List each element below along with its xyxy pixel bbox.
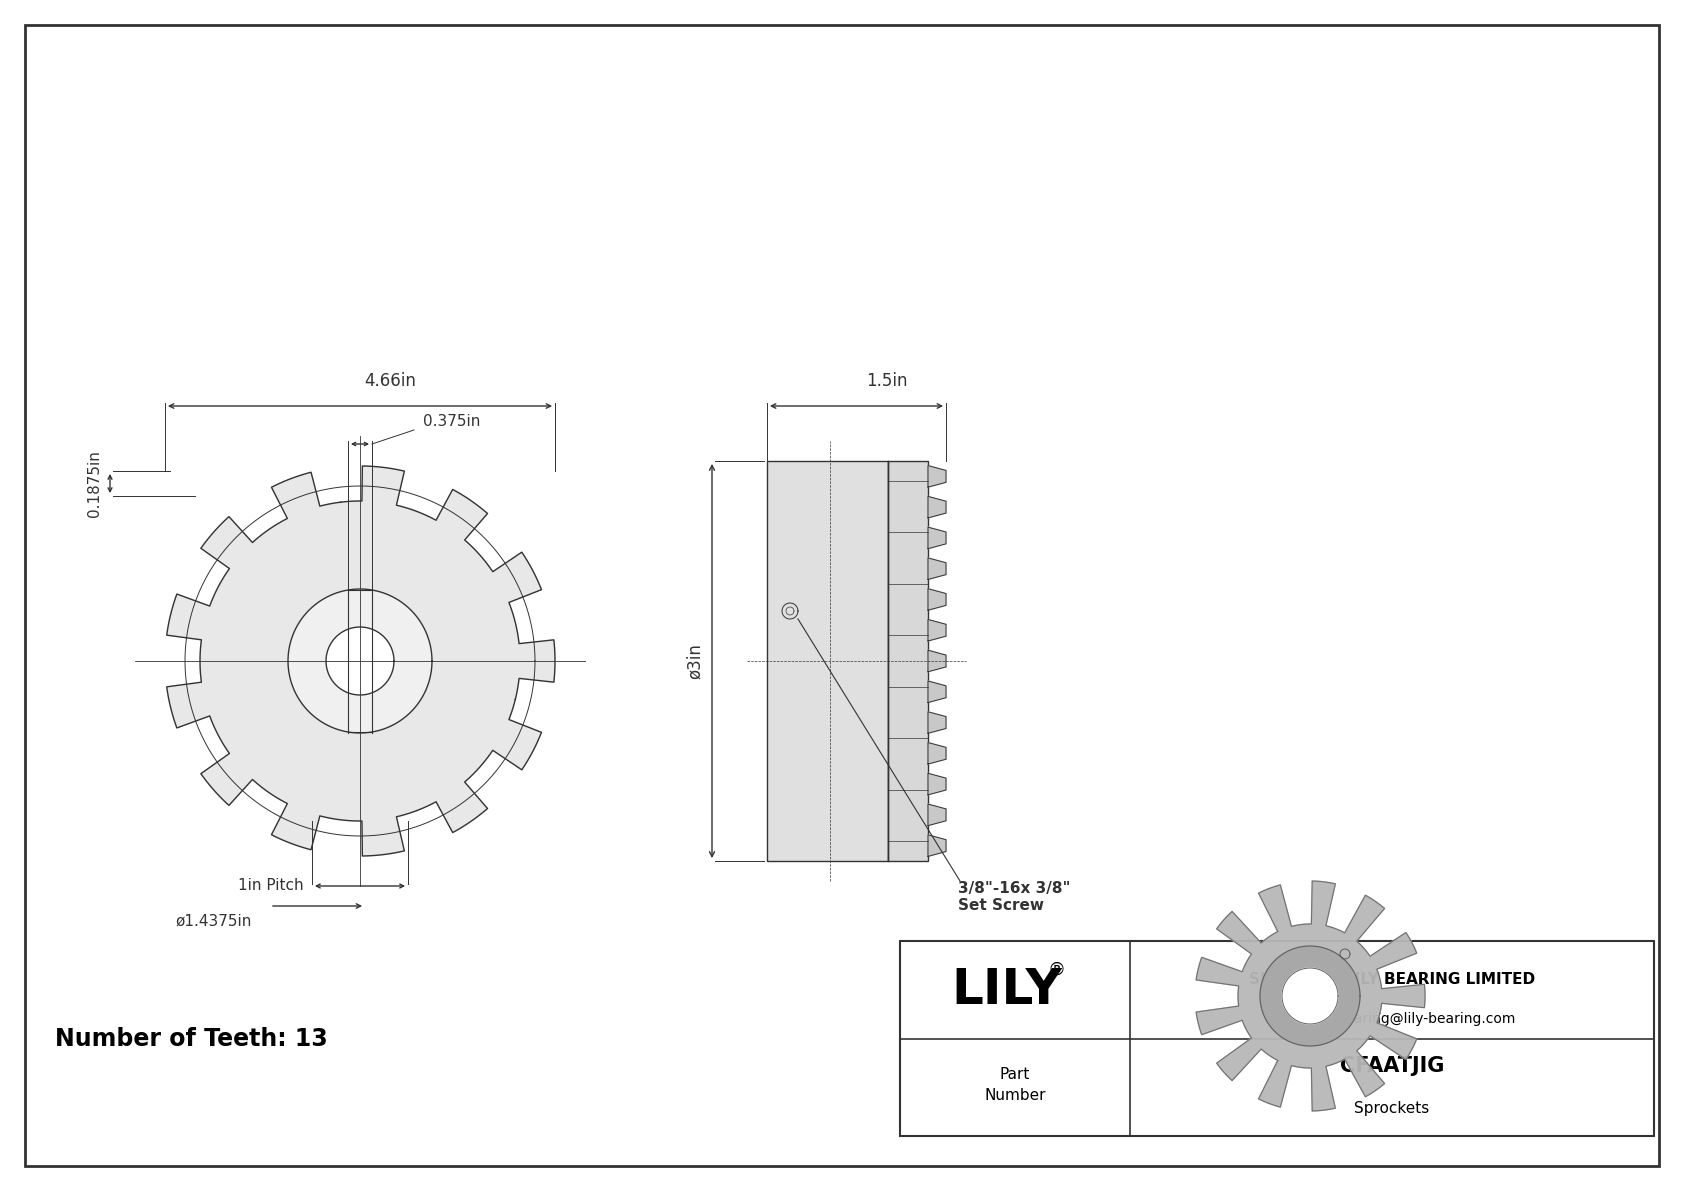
Polygon shape xyxy=(928,773,946,794)
Polygon shape xyxy=(928,557,946,580)
Polygon shape xyxy=(928,804,946,825)
Text: Email: lilybearing@lily-bearing.com: Email: lilybearing@lily-bearing.com xyxy=(1268,1012,1516,1025)
Text: ø1.4375in: ø1.4375in xyxy=(175,913,251,929)
Text: 3/8"-16x 3/8"
Set Screw: 3/8"-16x 3/8" Set Screw xyxy=(958,881,1071,913)
Polygon shape xyxy=(928,619,946,641)
Polygon shape xyxy=(928,588,946,610)
Bar xyxy=(887,461,928,861)
Text: Number of Teeth: 13: Number of Teeth: 13 xyxy=(56,1027,328,1050)
Text: 1.5in: 1.5in xyxy=(866,372,908,389)
Text: 4.66in: 4.66in xyxy=(364,372,416,389)
Polygon shape xyxy=(928,835,946,856)
Text: LILY: LILY xyxy=(951,966,1063,1014)
Polygon shape xyxy=(928,650,946,672)
Text: Sprockets: Sprockets xyxy=(1354,1102,1430,1116)
Text: ®: ® xyxy=(1047,961,1066,979)
Polygon shape xyxy=(288,590,433,732)
Polygon shape xyxy=(327,626,394,696)
Polygon shape xyxy=(928,681,946,703)
Polygon shape xyxy=(928,712,946,734)
Text: SHANGHAI LILY BEARING LIMITED: SHANGHAI LILY BEARING LIMITED xyxy=(1250,973,1536,987)
Polygon shape xyxy=(1282,968,1339,1024)
Text: 1in Pitch: 1in Pitch xyxy=(239,879,305,893)
Polygon shape xyxy=(1196,881,1425,1111)
Polygon shape xyxy=(928,742,946,765)
Polygon shape xyxy=(1260,946,1361,1046)
Polygon shape xyxy=(928,528,946,549)
Text: Part
Number: Part Number xyxy=(983,1067,1046,1103)
Text: 0.1875in: 0.1875in xyxy=(88,450,103,517)
Text: ø3in: ø3in xyxy=(685,643,704,679)
Polygon shape xyxy=(167,466,556,856)
Polygon shape xyxy=(928,497,946,518)
Bar xyxy=(899,941,1654,1136)
Polygon shape xyxy=(928,466,946,487)
Text: 0.375in: 0.375in xyxy=(423,414,480,429)
Text: CFAATJIG: CFAATJIG xyxy=(1340,1055,1445,1075)
Bar xyxy=(766,461,887,861)
